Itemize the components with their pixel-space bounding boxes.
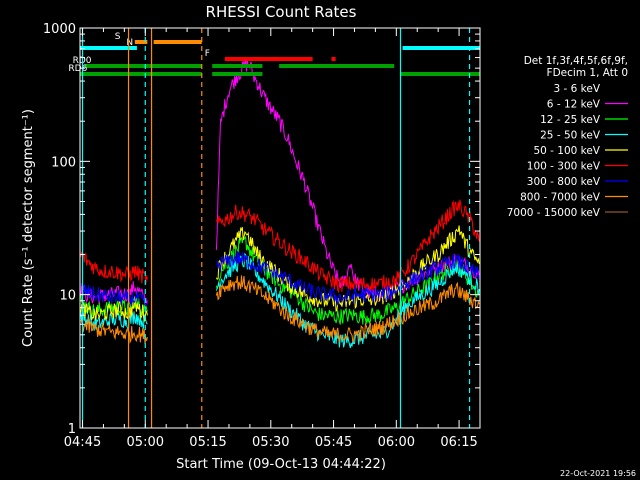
series-line-5 [80, 251, 148, 284]
series-line-3 [215, 252, 480, 349]
legend-label-7: 800 - 7000 keV [520, 192, 601, 204]
x-tick-label-2: 05:15 [189, 435, 226, 450]
plot-frame [79, 27, 481, 429]
legend-label-8: 7000 - 15000 keV [507, 207, 601, 219]
flag-bars: RD0RD6FSN [68, 32, 480, 76]
series-line-4 [80, 296, 148, 323]
flag-label-n: N [126, 38, 133, 48]
marker-lines [81, 28, 471, 428]
x-axis-label: Start Time (09-Oct-13 04:44:22) [176, 457, 386, 472]
y-tick-label-2: 100 [51, 155, 76, 170]
series-line-6 [216, 250, 480, 306]
legend-label-5: 100 - 300 keV [527, 161, 601, 173]
axes: 04:45 05:00 05:15 05:30 05:45 06:00 06:15 1 10 10… [43, 22, 481, 450]
legend: Det 1f,3f,4f,5f,6f,9f,FDecim 1, Att 0 3 -… [507, 55, 628, 219]
series-line-6 [80, 284, 148, 307]
y-tick-label-1: 10 [59, 289, 76, 304]
legend-label-1: 6 - 12 keV [547, 99, 601, 111]
legend-header-1: FDecim 1, Att 0 [547, 67, 628, 79]
y-axis-label: Count Rate (s⁻¹ detector segment⁻¹) [21, 109, 36, 347]
x-tick-label-6: 06:15 [440, 435, 477, 450]
series-line-0 [80, 343, 148, 375]
x-tick-label-1: 05:00 [127, 435, 164, 450]
legend-label-2: 12 - 25 keV [540, 114, 601, 126]
footer-date: 22-Oct-2021 19:56 [560, 469, 636, 478]
x-tick-label-4: 05:45 [315, 435, 352, 450]
x-tick-label-5: 06:00 [378, 435, 415, 450]
series-line-0 [215, 87, 480, 343]
y-tick-label-3: 1000 [43, 22, 76, 37]
x-tick-label-0: 04:45 [64, 435, 101, 450]
x-tick-label-3: 05:30 [252, 435, 289, 450]
series-line-5 [215, 199, 480, 294]
series-line-3 [80, 309, 148, 331]
legend-label-6: 300 - 800 keV [527, 176, 601, 188]
legend-label-0: 3 - 6 keV [553, 83, 600, 95]
series-line-7 [215, 275, 480, 343]
y-tick-label-0: 1 [68, 422, 76, 437]
legend-label-3: 25 - 50 keV [540, 130, 601, 142]
series-line-4 [215, 225, 480, 313]
chart-title: RHESSI Count Rates [206, 3, 357, 21]
legend-label-4: 50 - 100 keV [533, 145, 600, 157]
flag-label-s: S [115, 32, 121, 42]
data-layer [80, 58, 480, 375]
legend-header-0: Det 1f,3f,4f,5f,6f,9f, [524, 55, 628, 67]
flag-label-rd6: RD6 [68, 64, 87, 74]
series-line-7 [80, 316, 148, 345]
flag-label-f: F [205, 49, 210, 59]
